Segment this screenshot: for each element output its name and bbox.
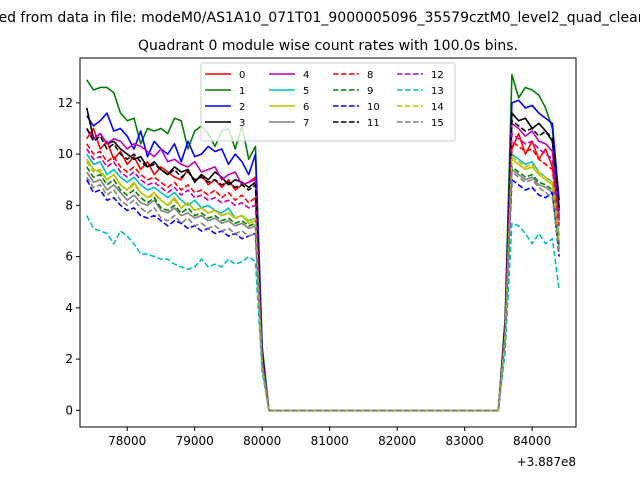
series-line-10 xyxy=(86,178,560,412)
legend-label-15: 15 xyxy=(431,118,444,129)
series-line-14 xyxy=(86,155,560,412)
chart-suptitle: Plotted from data in file: modeM0/AS1A10… xyxy=(0,10,640,26)
legend-label-3: 3 xyxy=(239,118,245,129)
series-line-9 xyxy=(86,166,560,412)
y-tick-label: 4 xyxy=(65,301,73,315)
x-tick-label: 84000 xyxy=(513,434,551,448)
legend-frame xyxy=(200,62,456,142)
x-tick-label: 83000 xyxy=(446,434,484,448)
series-line-11 xyxy=(86,119,560,412)
y-tick-label: 6 xyxy=(65,250,73,264)
legend-label-1: 1 xyxy=(239,86,245,97)
x-tick-label: 78000 xyxy=(108,434,146,448)
legend-label-7: 7 xyxy=(303,118,309,129)
x-axis: 78000 79000 80000 81000 82000 83000 84000 xyxy=(108,427,551,448)
legend-label-4: 4 xyxy=(303,70,309,81)
legend-label-5: 5 xyxy=(303,86,309,97)
y-axis: 0 2 4 6 8 10 12 xyxy=(58,96,80,417)
plot-area: 78000 79000 80000 81000 82000 83000 84000 0 2 4 6… xyxy=(58,57,577,469)
axes-frame xyxy=(79,57,577,428)
legend-label-8: 8 xyxy=(367,70,373,81)
legend-label-9: 9 xyxy=(367,86,373,97)
series-line-13 xyxy=(86,215,560,412)
series-line-12 xyxy=(86,132,560,412)
series-line-5 xyxy=(86,153,560,412)
y-tick-label: 8 xyxy=(65,198,73,212)
series-layer xyxy=(85,73,560,412)
series-line-4 xyxy=(86,122,560,412)
legend-label-6: 6 xyxy=(303,102,309,113)
legend-label-11: 11 xyxy=(367,118,380,129)
y-tick-label: 12 xyxy=(58,96,73,110)
chart-title: Quadrant 0 module wise count rates with … xyxy=(138,38,518,54)
x-tick-label: 80000 xyxy=(243,434,281,448)
series-line-15 xyxy=(86,171,560,412)
legend-label-0: 0 xyxy=(239,70,245,81)
series-line-8 xyxy=(86,140,560,412)
x-tick-label: 79000 xyxy=(176,434,214,448)
y-tick-label: 2 xyxy=(65,352,73,366)
y-tick-label: 0 xyxy=(65,403,73,417)
legend-label-12: 12 xyxy=(431,70,444,81)
legend-label-10: 10 xyxy=(367,102,380,113)
series-line-2 xyxy=(86,99,560,412)
y-tick-label: 10 xyxy=(58,147,73,161)
series-line-3 xyxy=(85,107,560,412)
x-tick-label: 81000 xyxy=(311,434,349,448)
legend-label-2: 2 xyxy=(239,102,245,113)
series-line-0 xyxy=(86,127,560,412)
x-tick-label: 82000 xyxy=(378,434,416,448)
legend-label-13: 13 xyxy=(431,86,444,97)
legend-label-14: 14 xyxy=(431,102,444,113)
series-line-7 xyxy=(86,168,560,412)
x-offset-text: +3.887e8 xyxy=(517,455,576,469)
